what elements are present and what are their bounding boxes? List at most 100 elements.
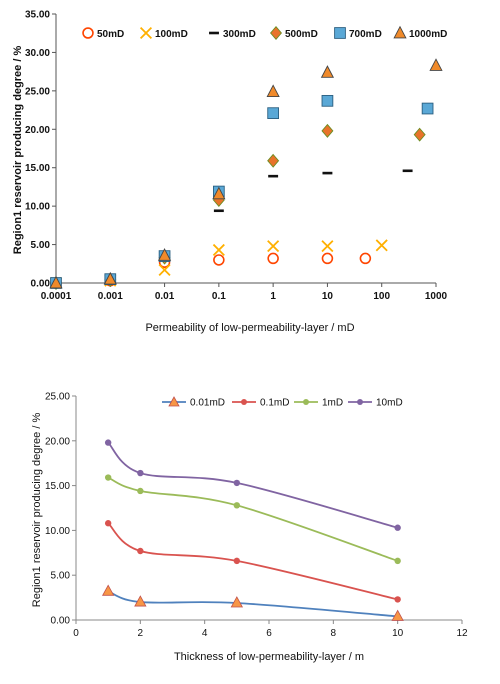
point-0-01md xyxy=(101,584,115,596)
permeability-scatter-chart: 50mD 100mD 300mD 500mD 700mD 1000mD 0.0001 0.0… xyxy=(12,10,448,335)
point-500md xyxy=(413,127,426,142)
point-700md xyxy=(267,107,279,119)
point-1000md xyxy=(429,58,443,71)
point-700md xyxy=(321,94,334,107)
point-100md xyxy=(158,263,171,276)
legend-marker-50md xyxy=(82,27,94,39)
legend-label-50md: 50mD xyxy=(97,29,124,40)
point-10md xyxy=(233,479,241,487)
x-tick-label: 100 xyxy=(373,291,390,302)
point-1000md xyxy=(103,271,117,285)
legend-marker-0-1md xyxy=(241,399,247,405)
x-tick-label: 6 xyxy=(266,628,272,639)
point-100md xyxy=(375,239,388,252)
y-tick-label: 25.00 xyxy=(45,392,70,403)
x-tick-label: 2 xyxy=(138,628,144,639)
point-700md xyxy=(421,102,434,115)
series-line-0-1md xyxy=(107,522,398,601)
point-10md xyxy=(137,469,144,477)
point-50md xyxy=(321,252,334,265)
data-points xyxy=(49,58,443,290)
x-tick-label: 0.0001 xyxy=(41,291,72,302)
y-tick-label: 10.00 xyxy=(45,526,70,537)
x-tick-label: 0.01 xyxy=(155,291,175,302)
point-300md xyxy=(322,171,333,175)
legend-marker-300md xyxy=(209,31,219,35)
legend-label-0-01md: 0.01mD xyxy=(190,398,225,409)
series-line-1md xyxy=(107,476,398,562)
series-line-0-01md xyxy=(107,590,398,618)
y-tick-label: 25.00 xyxy=(25,86,50,97)
y-tick-label: 0.00 xyxy=(51,616,71,627)
legend-label-300md: 300mD xyxy=(223,29,256,40)
y-tick-label: 20.00 xyxy=(25,125,50,136)
legend-marker-1000md xyxy=(393,25,407,39)
point-300md xyxy=(213,209,224,213)
y-tick-label: 15.00 xyxy=(45,481,70,492)
thickness-line-chart: 0.01mD 0.1mD 1mD 10mD 0 2 4 6 8 10 12 0.00 5.00 10.0… xyxy=(31,392,468,664)
point-1md xyxy=(137,487,144,495)
point-50md xyxy=(359,252,372,265)
point-1000md xyxy=(157,248,172,261)
series-line-10md xyxy=(107,441,398,529)
point-1md xyxy=(104,474,112,481)
y-tick-label: 30.00 xyxy=(25,48,50,59)
point-10md xyxy=(394,524,401,531)
point-0-01md xyxy=(391,609,404,621)
x-tick-label: 10 xyxy=(322,291,334,302)
x-axis-label: Thickness of low-permeability-layer / m xyxy=(174,651,364,663)
y-axis-label: Region1 reservoir producing degree / % xyxy=(12,46,24,255)
point-500md xyxy=(267,153,280,168)
legend-label-1md: 1mD xyxy=(322,398,343,409)
y-tick-label: 35.00 xyxy=(25,10,50,21)
legend-label-10md: 10mD xyxy=(376,398,403,409)
y-tick-label: 5.00 xyxy=(31,240,51,251)
legend-marker-700md xyxy=(334,27,346,39)
point-0-1md xyxy=(137,547,144,555)
x-tick-label: 0 xyxy=(73,628,79,639)
legend-marker-1md xyxy=(303,399,309,405)
legend-marker-500md xyxy=(270,26,282,40)
x-axis-label: Permeability of low-permeability-layer /… xyxy=(145,322,354,334)
point-500md xyxy=(321,123,334,138)
point-0-01md xyxy=(134,595,147,607)
x-tick-label: 1 xyxy=(270,291,276,302)
point-100md xyxy=(267,240,280,253)
point-50md xyxy=(213,254,225,266)
y-axis-label: Region1 reservoir producing degree / % xyxy=(31,413,43,608)
point-1000md xyxy=(320,65,335,78)
point-1md xyxy=(394,557,401,565)
point-0-1md xyxy=(233,557,241,565)
point-1000md xyxy=(212,186,226,200)
y-tick-label: 10.00 xyxy=(25,202,50,213)
axes: 0.0001 0.001 0.01 0.1 1 10 100 1000 0.00 5.00 10.0… xyxy=(25,10,448,303)
x-tick-label: 8 xyxy=(331,628,337,639)
point-300md xyxy=(402,169,413,173)
legend-label-0-1md: 0.1mD xyxy=(260,398,289,409)
data-points xyxy=(101,439,404,621)
point-10md xyxy=(104,439,112,446)
point-0-1md xyxy=(394,596,401,603)
legend: 0.01mD 0.1mD 1mD 10mD xyxy=(162,396,403,409)
legend-label-500md: 500mD xyxy=(285,29,318,40)
x-tick-label: 10 xyxy=(392,628,404,639)
y-tick-label: 20.00 xyxy=(45,436,70,447)
legend: 50mD 100mD 300mD 500mD 700mD 1000mD xyxy=(82,25,447,40)
point-1000md xyxy=(266,84,280,98)
legend-label-1000md: 1000mD xyxy=(409,29,447,40)
axes: 0 2 4 6 8 10 12 0.00 5.00 10.00 15.00 20.00 25.00 xyxy=(45,392,468,640)
point-0-01md xyxy=(230,596,244,608)
point-100md xyxy=(321,240,334,253)
x-tick-label: 0.001 xyxy=(98,291,123,302)
legend-marker-0-01md xyxy=(168,396,180,407)
point-300md xyxy=(268,174,279,178)
x-tick-label: 1000 xyxy=(425,291,448,302)
point-1000md xyxy=(49,275,63,289)
legend-marker-100md xyxy=(139,26,153,40)
point-0-1md xyxy=(104,520,112,527)
x-tick-label: 0.1 xyxy=(212,291,226,302)
legend-label-100md: 100mD xyxy=(155,29,188,40)
y-tick-label: 15.00 xyxy=(25,163,50,174)
point-1md xyxy=(233,502,241,509)
